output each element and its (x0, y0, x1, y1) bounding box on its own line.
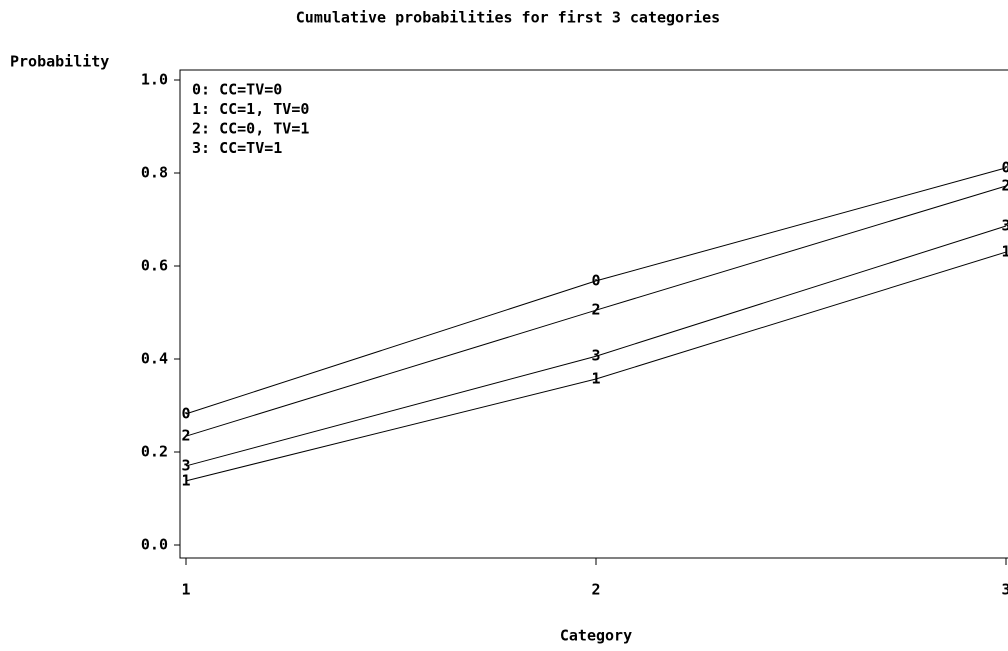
point-symbol: 3 (1001, 217, 1008, 235)
plot-frame (179, 69, 1008, 559)
point-symbol: 0 (591, 271, 600, 289)
series-line (185, 167, 1007, 415)
point-symbol: 0 (181, 404, 190, 422)
y-tick-label: 0.0 (141, 536, 168, 554)
legend-entry: 1: CC=1, TV=0 (192, 100, 309, 118)
point-symbol: 1 (591, 369, 600, 387)
point-symbol: 1 (1001, 243, 1008, 261)
legend-entry: 2: CC=0, TV=1 (192, 120, 309, 138)
y-tick-label: 0.6 (141, 257, 168, 275)
point-symbol: 2 (181, 427, 190, 445)
series-line (185, 185, 1007, 437)
legend-entry: 3: CC=TV=1 (192, 139, 282, 157)
point-symbol: 3 (181, 456, 190, 474)
x-tick-label: 2 (591, 581, 600, 599)
point-symbol: 2 (591, 301, 600, 319)
y-tick-label: 1.0 (141, 71, 168, 89)
point-symbol: 2 (1001, 177, 1008, 195)
point-symbol: 0 (1001, 158, 1008, 176)
y-tick-label: 0.8 (141, 164, 168, 182)
y-tick-label: 0.4 (141, 350, 168, 368)
point-symbol: 3 (591, 347, 600, 365)
point-symbol: 1 (181, 471, 190, 489)
series-line (185, 251, 1007, 482)
legend-entry: 0: CC=TV=0 (192, 81, 282, 99)
series-line (185, 225, 1007, 467)
x-axis-label: Category (560, 627, 632, 645)
x-tick-label: 1 (181, 581, 190, 599)
y-tick-label: 0.2 (141, 443, 168, 461)
y-axis-label: Probability (10, 53, 109, 71)
chart-title: Cumulative probabilities for first 3 cat… (296, 9, 720, 27)
x-tick-label: 3 (1001, 581, 1008, 599)
